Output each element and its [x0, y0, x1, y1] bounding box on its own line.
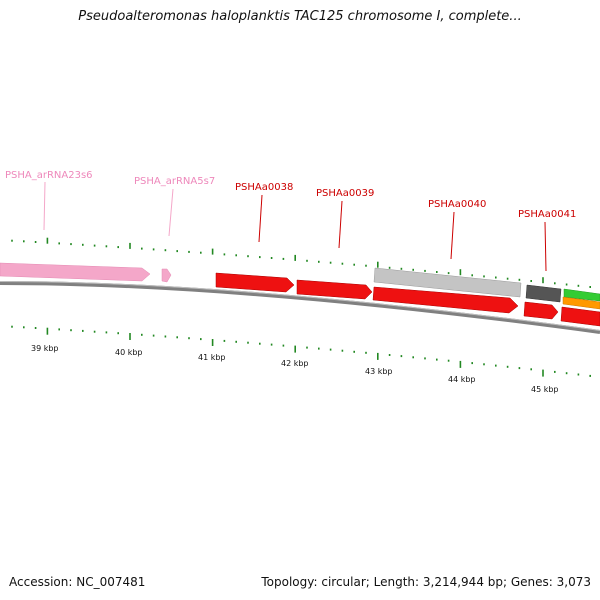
- kbp-label-42: 42 kbp: [281, 359, 309, 368]
- kbp-label-39: 39 kbp: [31, 344, 59, 353]
- leader-line-0041: [544, 221, 547, 272]
- gene-bar-orange[interactable]: [562, 296, 600, 310]
- topology-summary-text: Topology: circular; Length: 3,214,944 bp…: [261, 575, 591, 589]
- feature-label-0041[interactable]: PSHAa0041: [518, 209, 576, 220]
- kbp-label-44: 44 kbp: [448, 375, 476, 384]
- kbp-label-41: 41 kbp: [198, 353, 226, 362]
- feature-label-5s[interactable]: PSHA_arRNA5s7: [134, 176, 215, 187]
- leader-line-5s: [168, 188, 174, 237]
- leader-line-0038: [258, 194, 263, 243]
- feature-label-0038[interactable]: PSHAa0038: [235, 182, 293, 193]
- cds-arrow-psha0038[interactable]: [215, 272, 295, 293]
- feature-label-0039[interactable]: PSHAa0039: [316, 188, 374, 199]
- cds-arrow-psha0040[interactable]: [372, 286, 519, 314]
- leader-line-0039: [338, 200, 343, 249]
- map-title: Pseudoalteromonas haloplanktis TAC125 ch…: [78, 9, 522, 24]
- tick-row-top: [11, 237, 592, 288]
- kbp-label-40: 40 kbp: [115, 348, 143, 357]
- gene-bar-green[interactable]: [563, 288, 600, 302]
- kbp-label-43: 43 kbp: [365, 367, 393, 376]
- cds-arrow-edge[interactable]: [560, 306, 600, 327]
- leader-line-23s: [43, 181, 46, 231]
- gene-bar-gray[interactable]: [373, 267, 522, 298]
- feature-label-23s[interactable]: PSHA_arRNA23s6: [5, 170, 93, 181]
- gene-bar-dark[interactable]: [525, 284, 562, 303]
- genome-backbone: [0, 281, 600, 334]
- leader-line-0040: [450, 211, 455, 260]
- accession-text: Accession: NC_007481: [9, 575, 146, 589]
- feature-label-0040[interactable]: PSHAa0040: [428, 199, 486, 210]
- cds-arrow-psha0039[interactable]: [296, 279, 373, 300]
- rna-arrow-5s[interactable]: [161, 268, 172, 283]
- tick-row-bottom: [11, 325, 592, 377]
- genome-backbone-highlight: [0, 281, 600, 331]
- rna-arrow-23s[interactable]: [0, 262, 151, 282]
- kbp-label-45: 45 kbp: [531, 385, 559, 394]
- cds-arrow-psha0041[interactable]: [523, 301, 559, 320]
